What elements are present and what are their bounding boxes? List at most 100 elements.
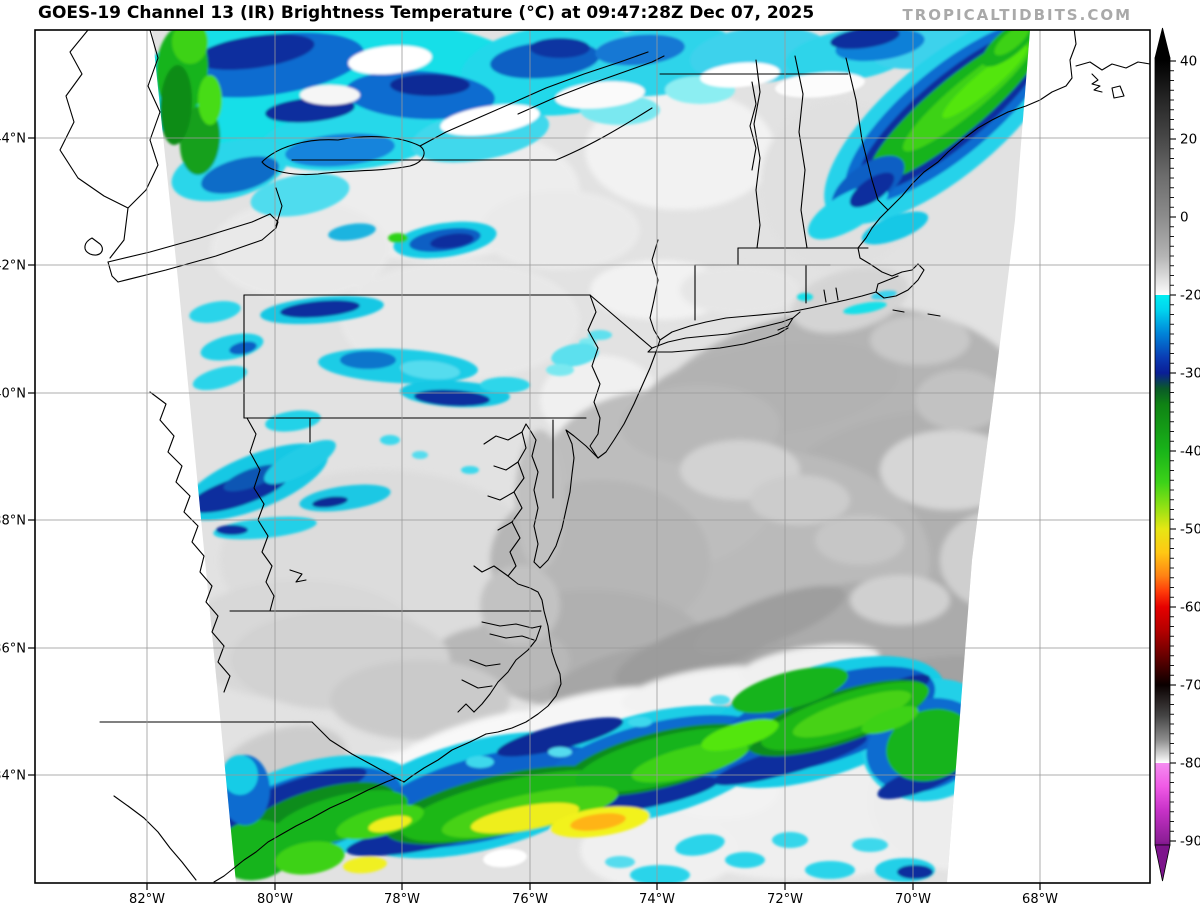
x-axis-label: 82°W	[129, 892, 165, 906]
y-axis-label: 44°N	[0, 132, 26, 147]
colorbar-label: 20	[1180, 132, 1197, 148]
maine-canada-coast	[1007, 30, 1150, 113]
colorbar-label: -20	[1180, 288, 1200, 304]
outer-banks	[485, 610, 562, 735]
y-axis-label: 34°N	[0, 769, 26, 784]
cloud-blob-gray	[850, 575, 950, 625]
cloud-blob-cold	[368, 815, 412, 833]
cloud-blob-cold	[849, 172, 895, 208]
temperature-colorbar: 40 20 0 -20 -30 -40 -50 -60 -70 -80 -90	[1154, 27, 1200, 882]
map-frame	[34, 29, 1151, 884]
cloud-blob-cold	[994, 30, 1030, 56]
cloud-blob-cold	[285, 133, 395, 167]
cloud-blob-cold	[701, 719, 779, 751]
delmarva-atlantic	[533, 473, 573, 569]
colorbar-label: -50	[1180, 522, 1200, 538]
cloud-blob-cold	[348, 45, 432, 75]
chart-title: GOES-19 Channel 13 (IR) Brightness Tempe…	[38, 3, 815, 23]
x-axis-label: 74°W	[639, 892, 675, 906]
coastlines-borders	[59, 30, 1150, 883]
cloud-blob-cold	[198, 75, 222, 125]
cloud-blob-cold	[390, 74, 470, 96]
cloud-blob-cold	[470, 802, 580, 834]
islands-mv-nantucket	[892, 309, 941, 317]
cloud-blob-cold	[772, 832, 808, 848]
cloud-blob-cold	[710, 695, 730, 705]
cloud-blob-cold	[264, 439, 336, 485]
cloud-blob-cold	[328, 223, 376, 241]
river-squiggle-va	[289, 569, 307, 583]
cloud-blob-cold	[530, 38, 590, 58]
cloud-blob-cold	[159, 65, 193, 145]
colorbar-arrow-bottom	[1154, 844, 1171, 882]
cloud-blob-cold	[897, 865, 933, 879]
hudson-river	[649, 239, 661, 341]
cloud-blob-cold	[605, 856, 635, 868]
cloud-blob-cold	[886, 708, 974, 782]
cloud-blob-cold	[546, 364, 574, 376]
nc-sc-border	[99, 721, 405, 783]
cloud-blob-cold	[675, 834, 725, 856]
cloud-blob-gray	[870, 315, 970, 365]
ontario-north-shore	[419, 103, 511, 147]
niagara-river	[275, 187, 283, 227]
cloud-blob-cold	[340, 351, 396, 369]
cloud-blob-cold	[172, 30, 208, 64]
savannah-river-border	[113, 795, 197, 881]
lake-erie-south-shore	[107, 213, 279, 283]
cloud-blob-cold	[300, 85, 360, 105]
y-axis-label: 38°N	[0, 514, 26, 529]
cloud-blob-cold	[581, 776, 719, 814]
x-axis-label: 68°W	[1022, 892, 1058, 906]
colorbar-label: -80	[1180, 756, 1200, 772]
cloud-blob-cold	[725, 852, 765, 868]
cloud-blob-gray	[915, 370, 1005, 430]
cloud-blob-cold	[440, 104, 540, 136]
cloud-blob-gray	[815, 515, 905, 565]
colorbar-arrow-top	[1154, 27, 1171, 59]
colorbar-label: 40	[1180, 54, 1197, 70]
cloud-blob-gray	[480, 190, 640, 270]
cloud-blob-cold	[461, 466, 479, 474]
cloud-blob-gray	[680, 265, 800, 315]
boston-cape-ann-coast	[857, 227, 919, 277]
lake-erie-north-shore	[107, 213, 271, 263]
site-watermark: TROPICALTIDBITS.COM	[902, 6, 1132, 24]
cloud-blob-cold	[792, 690, 912, 738]
cloud-blob-cold	[272, 790, 408, 846]
fundy-islands	[1091, 73, 1125, 99]
cloud-blob-cold	[852, 838, 888, 852]
cloud-blob-cold	[630, 865, 690, 883]
cloud-blob-gray	[480, 565, 560, 645]
cloud-blob-cold	[400, 360, 460, 380]
cloud-blob-cold	[942, 45, 1028, 119]
nj-north-border	[589, 294, 653, 349]
cloud-blob-cold	[628, 717, 652, 727]
cloud-blob-cold	[216, 525, 248, 535]
x-axis-label: 76°W	[512, 892, 548, 906]
colorbar-label: 0	[1180, 210, 1189, 226]
nc-coast	[213, 733, 487, 883]
cloud-blob-cold	[312, 496, 348, 508]
cloud-blob-cold	[223, 464, 281, 492]
cloud-blob-cold	[588, 330, 612, 340]
cloud-blob-cold	[380, 435, 400, 445]
chesapeake-rivers	[473, 431, 523, 577]
delaware-bay	[565, 429, 599, 475]
cloud-blob-cold	[861, 706, 919, 734]
x-axis-label: 72°W	[767, 892, 803, 906]
delaware-river-border	[587, 294, 601, 459]
cloud-blob-cold	[388, 233, 408, 243]
colorbar-label: -60	[1180, 600, 1200, 616]
colorbar-label: -30	[1180, 366, 1200, 382]
cloud-blob-cold	[343, 856, 387, 874]
latlon-gridlines	[35, 30, 1150, 883]
lake-stclair	[84, 237, 103, 256]
cloud-blob-cold	[570, 813, 626, 831]
cloud-blob-cold	[192, 365, 248, 391]
axes: 82°W 80°W 78°W 76°W 74°W 72°W 70°W 68°W 44°N 42°N…	[0, 132, 1058, 906]
y-axis-label: 36°N	[0, 642, 26, 657]
x-axis-label: 78°W	[384, 892, 420, 906]
